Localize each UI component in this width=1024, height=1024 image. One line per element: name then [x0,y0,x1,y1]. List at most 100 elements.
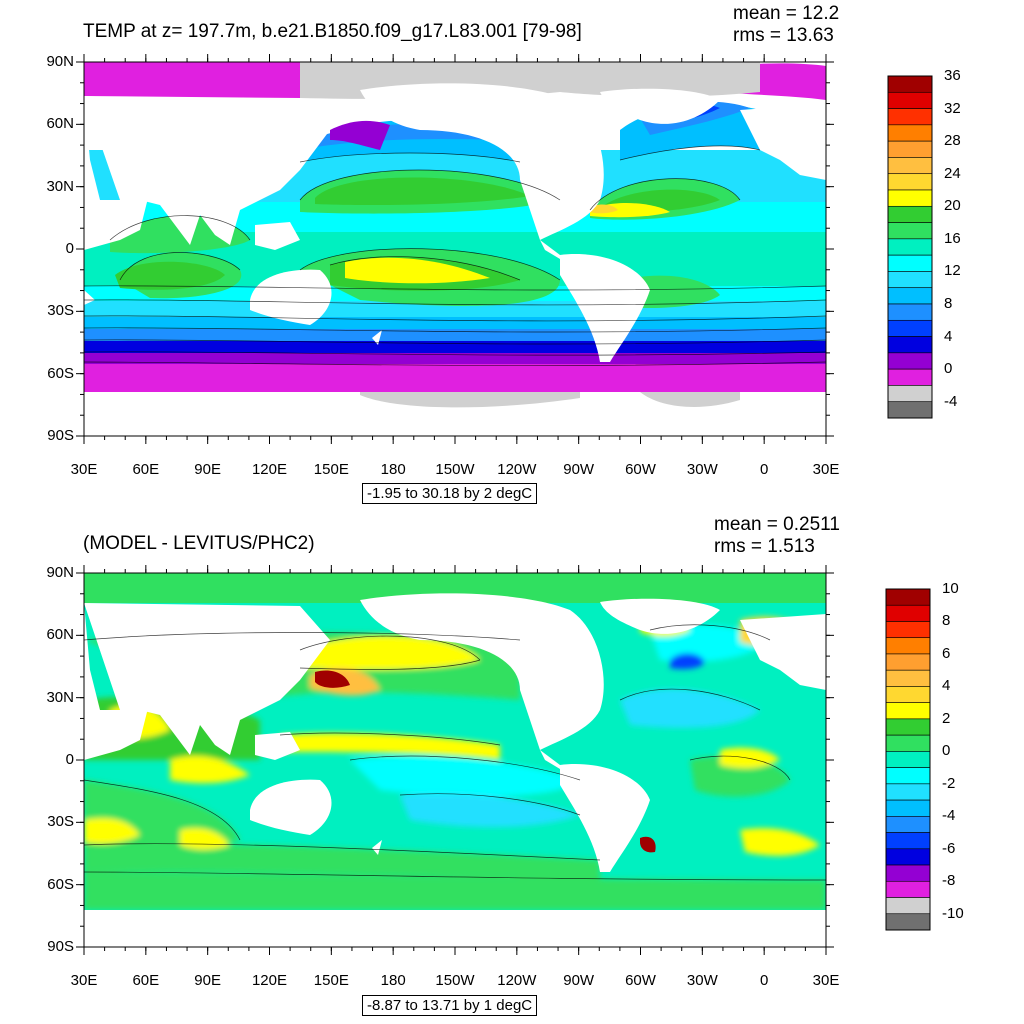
colorbar-swatch [887,173,933,191]
colorbar-swatch [887,189,933,207]
lat-label: 90S [47,938,74,955]
colorbar-label: 20 [944,197,961,215]
colorbar-label: 16 [944,229,961,247]
lon-label: 180 [380,461,406,478]
lat-label: 60S [47,875,74,893]
colorbar-label: 12 [944,262,961,280]
colorbar-label: 8 [942,612,951,630]
lat-label: 30S [47,813,74,831]
colorbar-swatch [885,783,931,801]
colorbar-swatch [885,880,931,898]
panel1-title: TEMP at z= 197.7m, b.e21.B1850.f09_g17.L… [83,21,582,42]
colorbar-swatch [885,767,931,785]
panel1-range: -1.95 to 30.18 by 2 degC [362,483,538,504]
colorbar-swatch [885,621,931,639]
lat-label: 90S [47,427,74,444]
panel1-land [84,83,826,362]
colorbar-swatch [887,91,933,109]
colorbar-swatch [885,669,931,687]
lat-label: 30N [46,688,74,706]
lon-label: 120E [251,972,288,989]
colorbar-label: 6 [942,644,951,662]
lon-label: 30W [686,972,718,989]
lon-label: 30W [686,461,718,478]
colorbar-swatch [887,108,933,126]
colorbar-swatch [885,913,931,931]
panel2-land [84,593,826,947]
colorbar-swatch [887,401,933,419]
colorbar-label: 0 [944,360,953,378]
lon-label: 30E [70,972,98,989]
lat-label: 60N [46,115,74,133]
colorbar-swatch [885,816,931,833]
colorbar-swatch [887,140,933,158]
colorbar-swatch [887,222,933,240]
panel2-range: -8.87 to 13.71 by 1 degC [362,995,538,1016]
lon-label: 90W [563,972,595,989]
colorbar-swatch [885,588,931,606]
colorbar-label: -8 [942,872,956,890]
panel2-map [84,573,826,947]
lon-label: 60W [625,972,656,989]
lon-label: 150E [313,972,349,989]
colorbar-frame [887,75,933,419]
lon-label: 150W [435,461,475,478]
panel2-rms: rms = 1.513 [714,536,815,557]
colorbar-swatch [887,124,933,142]
colorbar-label: 32 [944,99,961,117]
colorbar-label: 0 [942,742,951,760]
lon-label: 0 [759,461,769,478]
panel1-map [84,62,826,436]
lat-label: 90N [46,53,74,70]
colorbar-swatch [887,205,933,223]
colorbar-frame [885,588,931,931]
lon-label: 120W [497,972,537,989]
colorbar-swatch [885,897,931,915]
colorbar-swatch [887,287,933,305]
lon-label: 90E [194,972,221,989]
colorbar-label: 24 [944,164,961,182]
panel2-mean: mean = 0.2511 [714,514,840,535]
colorbar-swatch [885,734,931,752]
colorbar-label: 10 [942,580,959,597]
colorbar-label: 4 [942,677,951,695]
colorbar-swatch [885,832,931,850]
colorbar-swatch [887,303,933,321]
colorbar-swatch [885,653,931,671]
colorbar-label: 8 [944,295,953,312]
colorbar-swatch [885,751,931,768]
colorbar-swatch [885,686,931,703]
colorbar-swatch [887,271,933,289]
lon-label: 60W [625,461,656,478]
colorbar-label: 36 [944,67,961,84]
lon-label: 60E [132,461,160,478]
colorbar-swatch [887,75,933,93]
axis-ticks [76,54,834,955]
colorbar-label: 28 [944,132,961,150]
colorbar-swatch [887,352,933,370]
colorbar-label: 4 [944,327,953,345]
colorbar-label: -4 [942,807,956,825]
colorbar-swatch [887,254,933,272]
colorbar-swatch [887,336,933,354]
lon-label: 30E [70,461,98,478]
colorbar-swatch [885,848,931,866]
colorbar-label: -4 [944,392,958,410]
colorbar-swatch [887,238,933,256]
lon-label: 120E [251,461,288,478]
lon-label: 120W [497,461,537,478]
colorbar-swatch [885,604,931,622]
colorbar-swatch [885,718,931,736]
lat-label: 60S [47,364,74,382]
lat-label: 30N [46,177,74,195]
colorbar-swatch [887,385,933,403]
colorbar-label: -10 [942,904,964,922]
colorbar-swatch [885,799,931,817]
lat-label: 30S [47,302,74,320]
colorbar-swatch [887,157,933,175]
lon-label: 150W [435,972,475,989]
panel1-mean: mean = 12.2 [733,3,840,24]
lat-label: 0 [65,240,74,257]
lat-label: 0 [65,751,74,768]
